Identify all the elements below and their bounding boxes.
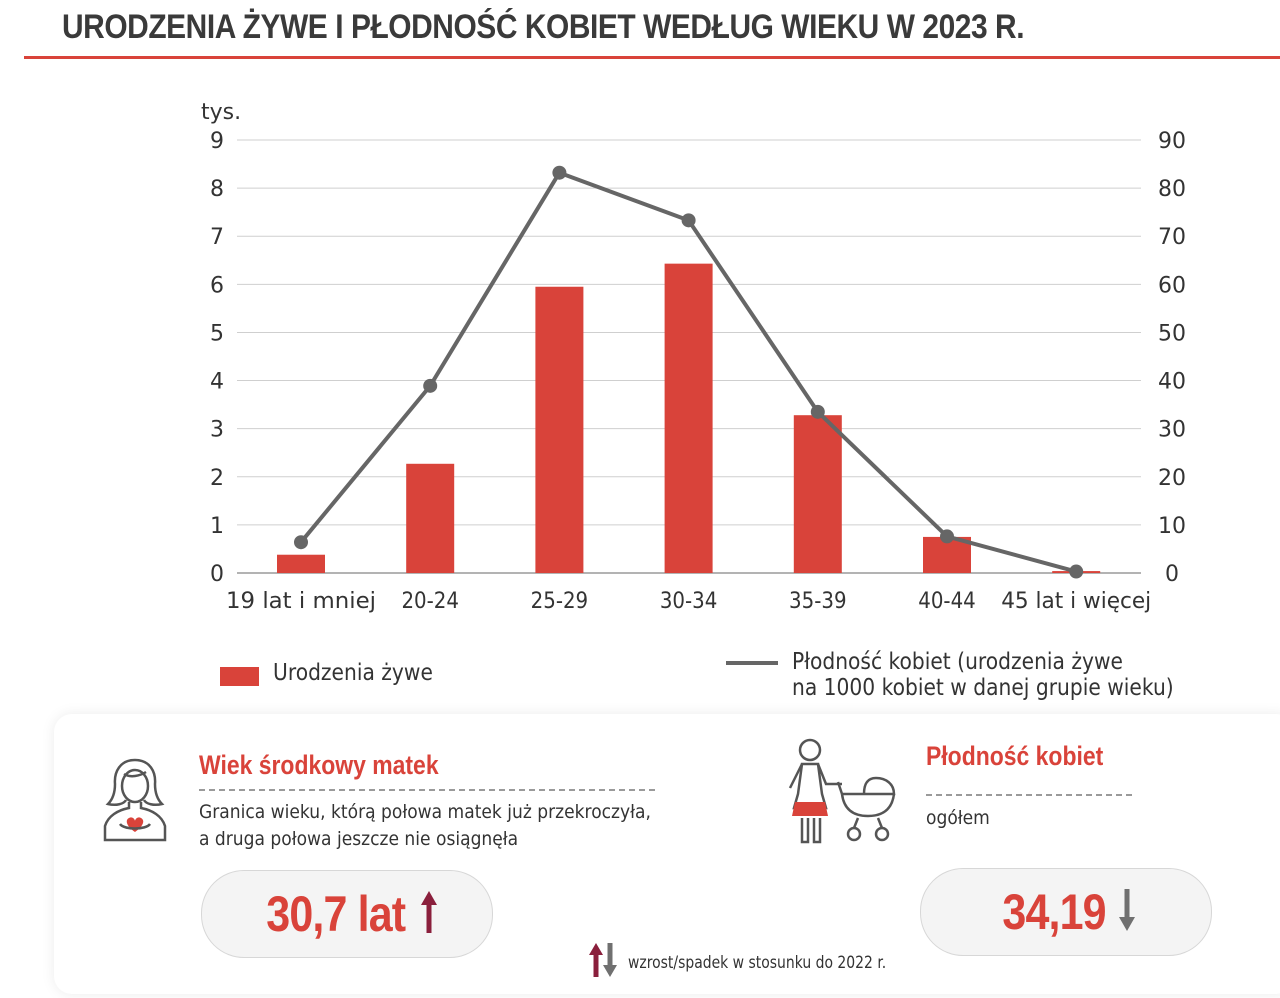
y-left-unit: tys. — [201, 100, 241, 125]
y-left-tick-label: 9 — [210, 129, 224, 154]
fertility-point — [294, 535, 308, 550]
bar-urodzenia — [277, 554, 325, 573]
y-right-tick-label: 40 — [1158, 370, 1186, 395]
trend-note: wzrost/spadek w stosunku do 2022 r. — [588, 941, 943, 984]
x-tick-label: 40-44 — [918, 589, 976, 614]
legend-line-label-2: na 1000 kobiet w danej grupie wieku) — [792, 675, 1174, 701]
fertility-point — [810, 404, 825, 419]
bar-urodzenia — [406, 463, 455, 573]
fertility-point — [552, 165, 567, 180]
median-age-desc-line-1: Granica wieku, którą połowa matek już pr… — [199, 801, 651, 823]
y-right-tick-label: 60 — [1158, 273, 1186, 298]
fertility-divider — [926, 794, 1132, 796]
y-left-tick-label: 6 — [210, 273, 224, 298]
up-down-arrows-icon — [588, 941, 618, 984]
y-left-tick-label: 4 — [210, 370, 224, 395]
x-tick-label: 45 lat i więcej — [1001, 589, 1151, 614]
fertility-point — [1069, 564, 1084, 579]
fertility-line — [294, 165, 1084, 579]
mother-stroller-icon — [782, 738, 902, 853]
y-right-tick-label: 90 — [1158, 129, 1186, 154]
x-tick-label: 35-39 — [789, 589, 847, 614]
title-rule — [24, 56, 1280, 59]
median-age-value-pill: 30,7 lat — [201, 870, 493, 958]
fertility-title: Płodność kobiet — [926, 741, 1104, 771]
trend-note-text: wzrost/spadek w stosunku do 2022 r. — [628, 952, 887, 973]
y-left-tick-label: 5 — [210, 321, 224, 346]
y-left-tick-label: 8 — [210, 177, 224, 202]
page-title: URODZENIA ŻYWE I PŁODNOŚĆ KOBIET WEDŁUG … — [62, 8, 1025, 46]
y-left-tick-label: 1 — [210, 514, 224, 539]
y-right-tick-label: 0 — [1165, 562, 1179, 587]
median-age-value: 30,7 lat — [266, 886, 407, 942]
x-tick-label: 19 lat i mniej — [226, 589, 376, 614]
median-age-title: Wiek środkowy matek — [199, 750, 439, 780]
y-left-tick-label: 0 — [210, 562, 224, 587]
legend-bar-swatch — [220, 667, 259, 686]
y-left-tick-label: 7 — [210, 225, 224, 250]
y-right-tick-label: 20 — [1158, 466, 1186, 491]
legend-bar-label: Urodzenia żywe — [273, 660, 433, 686]
trend-down-icon — [1116, 887, 1138, 938]
bars — [277, 263, 1101, 573]
legend-line: Płodność kobiet (urodzenia żywe na 1000 … — [726, 649, 1226, 701]
fertility-subtitle: ogółem — [926, 807, 990, 829]
y-right-tick-label: 30 — [1158, 418, 1186, 443]
median-age-divider — [199, 789, 655, 791]
x-tick-label: 20-24 — [401, 589, 459, 614]
fertility-point — [940, 529, 954, 544]
trend-up-icon — [419, 889, 439, 940]
y-right-tick-label: 80 — [1158, 177, 1186, 202]
y-right-tick-label: 70 — [1158, 225, 1186, 250]
fertility-value-pill: 34,19 — [920, 868, 1212, 956]
legend-line-label-1: Płodność kobiet (urodzenia żywe — [792, 649, 1123, 675]
median-age-desc-line-2: a druga połowa jeszcze nie osiągnęła — [199, 828, 519, 850]
y-right-tick-label: 10 — [1158, 514, 1186, 539]
y-right-tick-label: 50 — [1158, 321, 1186, 346]
woman-heart-icon — [100, 754, 170, 849]
y-left-tick-label: 3 — [210, 418, 224, 443]
bar-urodzenia — [535, 286, 584, 573]
fertility-point — [681, 213, 696, 228]
fertility-value: 34,19 — [1002, 884, 1106, 940]
legend-bar: Urodzenia żywe — [220, 660, 455, 686]
bar-urodzenia — [664, 263, 713, 573]
fertility-point — [423, 378, 438, 393]
bar-urodzenia — [793, 415, 842, 573]
legend-line-swatch — [726, 661, 778, 665]
y-left-tick-label: 2 — [210, 466, 224, 491]
median-age-description: Granica wieku, którą połowa matek już pr… — [199, 799, 651, 853]
x-tick-label: 30-34 — [660, 589, 718, 614]
x-tick-label: 25-29 — [531, 589, 589, 614]
